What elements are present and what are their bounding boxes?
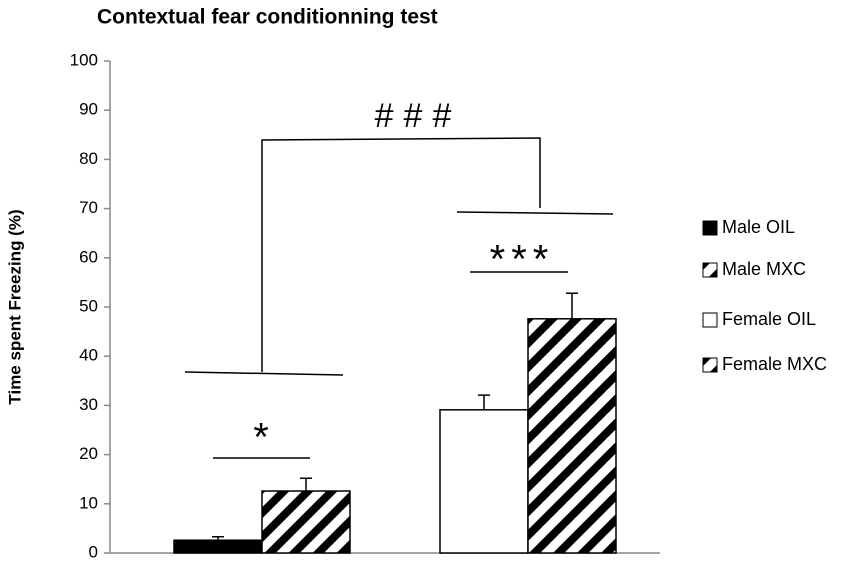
y-tick-label: 60 [79, 247, 98, 266]
legend-label: Female OIL [722, 309, 816, 329]
y-axis-label: Time spent Freezing (%) [5, 209, 24, 404]
y-tick-label: 10 [79, 493, 98, 512]
error-bar [566, 292, 578, 319]
y-tick-label: 70 [79, 198, 98, 217]
legend-label: Female MXC [722, 354, 827, 374]
y-tick-label: 50 [79, 296, 98, 315]
y-tick-label: 0 [89, 542, 98, 561]
legend-swatch [702, 220, 718, 236]
legend-swatch [702, 312, 718, 328]
y-tick-label: 80 [79, 149, 98, 168]
bar [439, 409, 529, 554]
significance-brackets [184, 137, 614, 459]
y-tick-label: 40 [79, 346, 98, 365]
bar [261, 490, 351, 554]
y-tick-label: 30 [79, 395, 98, 414]
annotation: *** [490, 238, 555, 282]
annotation: ### [375, 97, 462, 135]
error-bar [300, 477, 312, 492]
legend-swatch [702, 262, 718, 278]
legend-swatch [702, 357, 718, 373]
y-tick-label: 90 [79, 100, 98, 119]
bar [173, 539, 263, 554]
y-tick-label: 100 [70, 50, 98, 69]
legend-label: Male OIL [722, 217, 795, 237]
y-tick-label: 20 [79, 444, 98, 463]
chart-title: Contextual fear conditionning test [97, 6, 438, 29]
legend-label: Male MXC [722, 259, 806, 279]
error-bar [478, 394, 490, 410]
bar [527, 318, 617, 554]
annotation: * [253, 416, 275, 460]
